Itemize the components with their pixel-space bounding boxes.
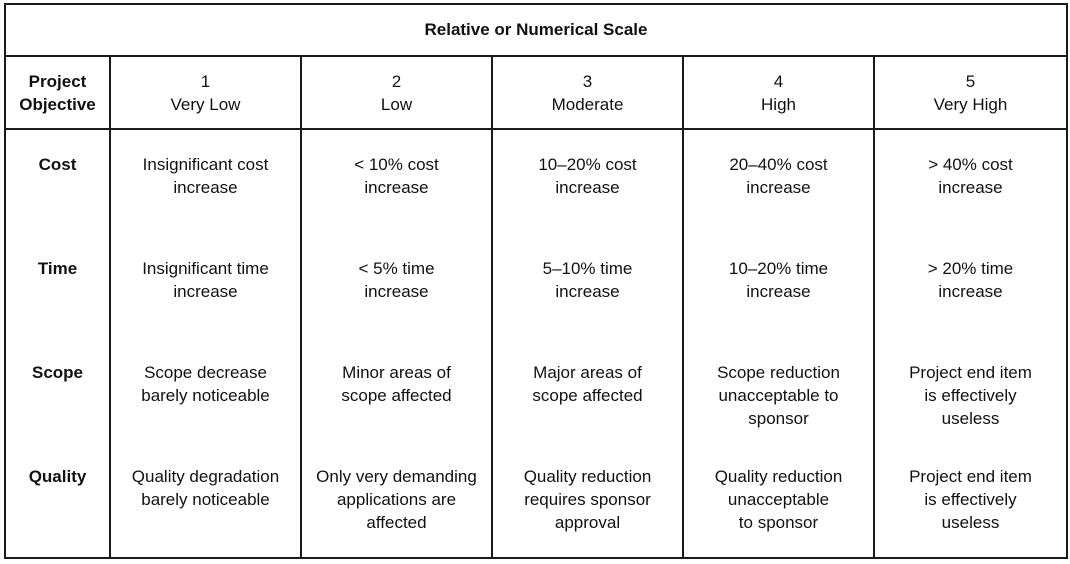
level-number: 3 <box>582 72 593 91</box>
time-level-3-cell: 5–10% time increase <box>493 234 684 338</box>
scope-level-2-cell: Minor areas of scope affected <box>302 338 493 442</box>
quality-level-1-cell: Quality degradation barely noticeable <box>111 442 302 557</box>
level-label: Low <box>380 95 413 114</box>
level-label: Moderate <box>551 95 624 114</box>
level-label: Very High <box>933 95 1008 114</box>
header-level-3: 3 Moderate <box>493 57 684 130</box>
cost-level-4-cell: 20–40% cost increase <box>684 130 875 234</box>
scope-level-5-cell: Project end item is effectively useless <box>909 363 1032 428</box>
quality-level-5-cell: Project end item is effectively useless <box>909 467 1032 532</box>
objective-time: Time <box>6 234 111 338</box>
objective-quality: Quality <box>6 442 111 557</box>
quality-level-2-cell: Only very demanding applications are affec… <box>302 442 493 557</box>
table-title: Relative or Numerical Scale <box>6 5 1066 57</box>
cost-level-1-cell: Insignificant cost increase <box>111 130 302 234</box>
time-level-2-cell: < 5% time increase <box>302 234 493 338</box>
time-level-1-cell: Insignificant time increase <box>111 234 302 338</box>
impact-scale-table: Relative or Numerical Scale Project Objec… <box>4 3 1068 559</box>
quality-level-3-cell: Quality reduction requires sponsor approva… <box>493 442 684 557</box>
cost-level-3-cell: 10–20% cost increase <box>493 130 684 234</box>
cost-level-2-cell: < 10% cost increase <box>302 130 493 234</box>
scope-level-3-cell: Major areas of scope affected <box>493 338 684 442</box>
header-level-4: 4 High <box>684 57 875 130</box>
header-level-1: 1 Very Low <box>111 57 302 130</box>
level-label: Very Low <box>170 95 241 114</box>
level-number: 2 <box>391 72 402 91</box>
cost-level-5-cell: > 40% cost increase <box>928 155 1013 197</box>
objective-scope: Scope <box>6 338 111 442</box>
header-project-objective: Project Objective <box>6 57 111 130</box>
table-grid: Project Objective 1 Very Low 2 Low 3 Moderate 4 H… <box>6 57 1066 557</box>
header-level-2: 2 Low <box>302 57 493 130</box>
level-number: 1 <box>200 72 211 91</box>
level-number: 4 <box>773 72 784 91</box>
time-level-5-cell: > 20% time increase <box>927 259 1014 301</box>
scope-level-1-cell: Scope decrease barely noticeable <box>111 338 302 442</box>
time-level-4-cell: 10–20% time increase <box>684 234 875 338</box>
objective-cost: Cost <box>6 130 111 234</box>
header-level-5: 5 Very High <box>875 57 1066 130</box>
level-label: High <box>761 95 796 114</box>
scope-level-4-cell: Scope reduction unacceptable to sponsor <box>684 338 875 442</box>
quality-level-4-cell: Quality reduction unacceptable to sponsor <box>684 442 875 557</box>
level-number: 5 <box>965 72 976 91</box>
